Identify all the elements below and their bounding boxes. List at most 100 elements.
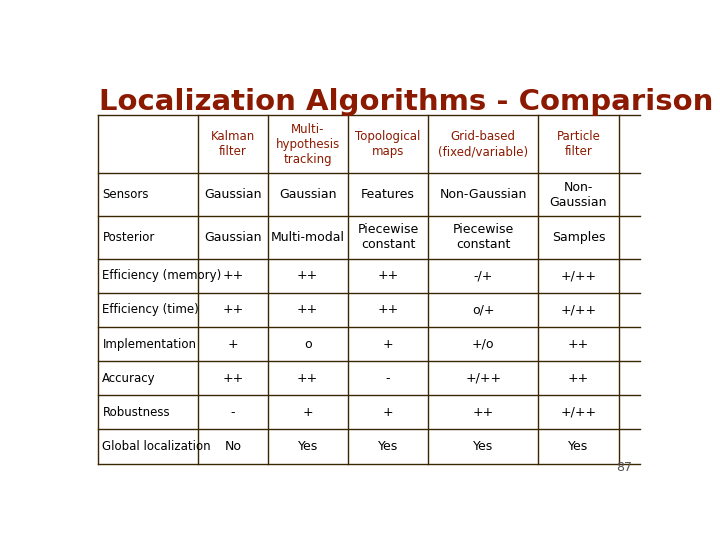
Bar [428, 173, 539, 216]
Bar [539, 293, 618, 327]
Bar [539, 173, 618, 216]
Text: o/+: o/+ [472, 303, 495, 316]
Bar [539, 259, 618, 293]
Text: +: + [382, 406, 393, 419]
Text: Kalman
filter: Kalman filter [211, 130, 255, 158]
Text: Features: Features [361, 188, 415, 201]
Bar [268, 216, 348, 259]
Text: ++: ++ [472, 406, 494, 419]
Bar [348, 173, 428, 216]
Bar [198, 293, 268, 327]
Text: Particle
filter: Particle filter [557, 130, 600, 158]
Bar [348, 259, 428, 293]
Text: Piecewise
constant: Piecewise constant [453, 223, 514, 251]
Text: o: o [304, 338, 312, 350]
Text: Grid-based
(fixed/variable): Grid-based (fixed/variable) [438, 130, 528, 158]
Bar [428, 115, 539, 173]
Text: Localization Algorithms - Comparison: Localization Algorithms - Comparison [99, 88, 714, 116]
Text: +: + [228, 338, 238, 350]
Bar [348, 327, 428, 361]
Bar [268, 173, 348, 216]
Bar [98, 115, 198, 173]
Bar [539, 361, 618, 395]
Text: No: No [225, 440, 241, 453]
Text: ++: ++ [297, 303, 318, 316]
Bar [348, 395, 428, 429]
Bar [348, 429, 428, 464]
Bar [348, 361, 428, 395]
Bar [98, 173, 198, 216]
Text: +/++: +/++ [560, 406, 596, 419]
Bar [539, 429, 618, 464]
Bar [98, 395, 198, 429]
Bar [98, 259, 198, 293]
Text: ++: ++ [568, 338, 589, 350]
Bar [268, 259, 348, 293]
Text: Robustness: Robustness [102, 406, 170, 419]
Text: Global localization: Global localization [102, 440, 211, 453]
Bar [348, 293, 428, 327]
Text: ++: ++ [377, 303, 399, 316]
Bar [98, 293, 198, 327]
Bar [198, 395, 268, 429]
Bar [268, 361, 348, 395]
Text: +/++: +/++ [560, 269, 596, 282]
Text: Gaussian: Gaussian [204, 231, 261, 244]
Bar [98, 327, 198, 361]
Bar [198, 216, 268, 259]
Text: -: - [386, 372, 390, 384]
Text: ++: ++ [222, 269, 243, 282]
Bar [428, 327, 539, 361]
Text: Sensors: Sensors [102, 188, 149, 201]
Text: Non-Gaussian: Non-Gaussian [439, 188, 527, 201]
Bar [539, 327, 618, 361]
Text: Gaussian: Gaussian [279, 188, 336, 201]
Bar [348, 216, 428, 259]
Bar [428, 293, 539, 327]
Bar [198, 429, 268, 464]
Text: Yes: Yes [473, 440, 493, 453]
Text: +: + [382, 338, 393, 350]
Text: +/++: +/++ [560, 303, 596, 316]
Bar [428, 216, 539, 259]
Text: Samples: Samples [552, 231, 605, 244]
Bar [539, 115, 618, 173]
Text: Yes: Yes [378, 440, 398, 453]
Text: ++: ++ [297, 372, 318, 384]
Bar [268, 327, 348, 361]
Text: Piecewise
constant: Piecewise constant [357, 223, 418, 251]
Text: Efficiency (time): Efficiency (time) [102, 303, 199, 316]
Text: Yes: Yes [297, 440, 318, 453]
Bar [348, 115, 428, 173]
Bar [268, 429, 348, 464]
Text: Gaussian: Gaussian [204, 188, 261, 201]
Text: Topological
maps: Topological maps [355, 130, 420, 158]
Text: Accuracy: Accuracy [102, 372, 156, 384]
Text: +/++: +/++ [465, 372, 501, 384]
Bar [268, 115, 348, 173]
Bar [198, 173, 268, 216]
Bar [428, 361, 539, 395]
Bar [268, 293, 348, 327]
Text: 87: 87 [616, 462, 632, 475]
Text: +: + [302, 406, 313, 419]
Bar [428, 259, 539, 293]
Bar [428, 395, 539, 429]
Text: Efficiency (memory): Efficiency (memory) [102, 269, 222, 282]
Text: Yes: Yes [568, 440, 588, 453]
Bar [198, 327, 268, 361]
Text: Implementation: Implementation [102, 338, 197, 350]
Bar [539, 395, 618, 429]
Text: -/+: -/+ [474, 269, 493, 282]
Text: ++: ++ [568, 372, 589, 384]
Bar [198, 361, 268, 395]
Bar [198, 115, 268, 173]
Bar [539, 216, 618, 259]
Text: ++: ++ [377, 269, 399, 282]
Bar [198, 259, 268, 293]
Text: Multi-
hypothesis
tracking: Multi- hypothesis tracking [276, 123, 340, 166]
Text: Posterior: Posterior [102, 231, 155, 244]
Text: Non-
Gaussian: Non- Gaussian [549, 181, 607, 209]
Text: ++: ++ [222, 372, 243, 384]
Bar [98, 429, 198, 464]
